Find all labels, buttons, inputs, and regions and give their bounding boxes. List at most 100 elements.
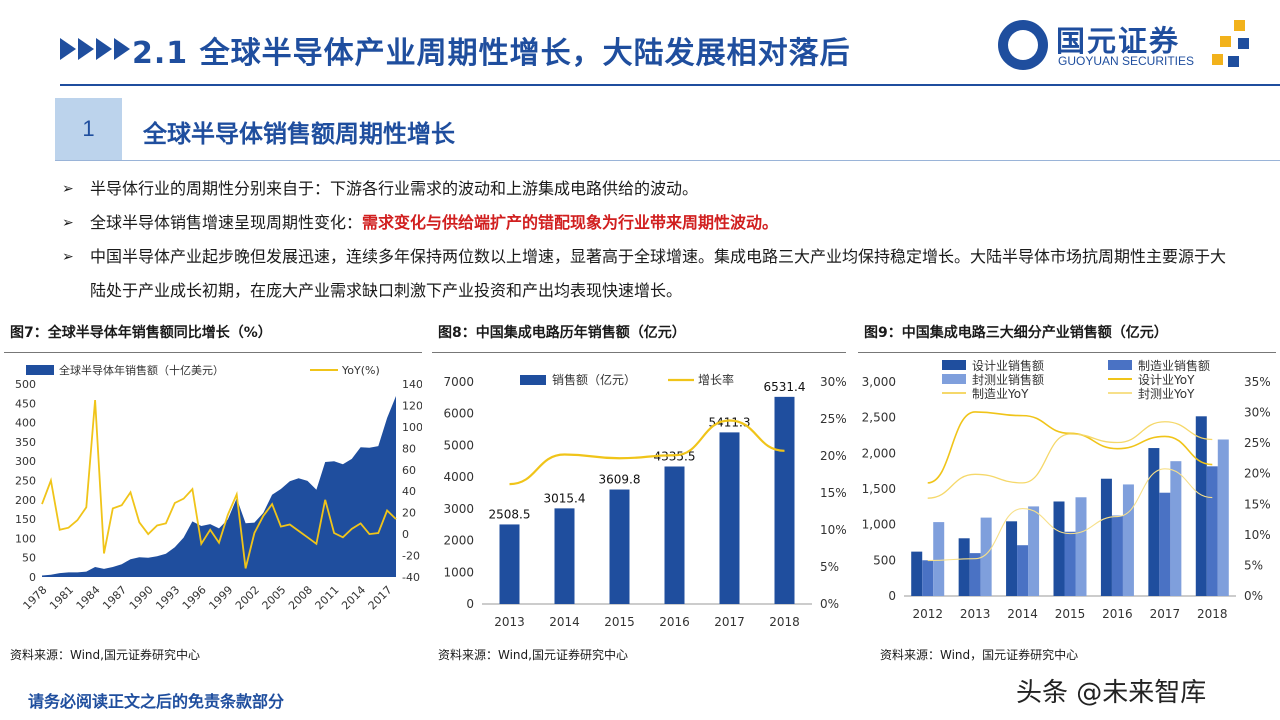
logo-english-name: GUOYUAN SECURITIES xyxy=(1058,54,1195,68)
bar-segment xyxy=(1195,416,1207,596)
legend-label: 制造业YoY xyxy=(972,387,1029,401)
y-tick-label-right: 20% xyxy=(820,449,846,463)
x-tick-label: 2014 xyxy=(1007,607,1038,621)
x-tick-label: 1984 xyxy=(74,583,103,612)
y-tick-label-left: 3000 xyxy=(443,502,474,516)
line-series-yoy xyxy=(927,468,1213,562)
bar-sales xyxy=(609,489,630,604)
y-tick-label-left: 500 xyxy=(15,378,36,391)
bar-segment xyxy=(933,522,945,596)
arrow-bullet-icon: ➢ xyxy=(62,249,74,265)
x-tick-label: 1981 xyxy=(47,583,76,612)
y-tick-label-left: 200 xyxy=(15,494,36,507)
chart-source: 资料来源：Wind,国元证券研究中心 xyxy=(10,648,200,662)
arrow-bullet-icon: ➢ xyxy=(62,215,74,231)
y-tick-label-left: 3,000 xyxy=(862,375,896,389)
y-tick-label-right: 0% xyxy=(820,597,839,611)
x-tick-label: 2015 xyxy=(604,615,635,629)
bar-segment xyxy=(969,553,981,596)
x-tick-label: 1996 xyxy=(180,583,209,612)
bar-sales xyxy=(554,508,575,604)
x-tick-label: 1990 xyxy=(127,583,156,612)
y-tick-label-left: 1,500 xyxy=(862,482,896,496)
y-tick-label-right: 60 xyxy=(402,464,416,477)
data-label: 3609.8 xyxy=(599,473,641,487)
y-tick-label-right: 35% xyxy=(1244,375,1271,389)
y-tick-label-left: 100 xyxy=(15,532,36,545)
line-series-yoy xyxy=(927,411,1213,484)
y-tick-label-right: -40 xyxy=(402,571,420,584)
section-number: 1 xyxy=(55,98,122,160)
arrow-bullet-icon: ➢ xyxy=(62,181,74,197)
x-tick-label: 2016 xyxy=(659,615,690,629)
y-tick-label-right: 30% xyxy=(1244,406,1271,420)
bar-segment xyxy=(1064,531,1076,596)
bar-segment xyxy=(1148,448,1160,596)
y-tick-label-right: 20% xyxy=(1244,467,1271,481)
section-title: 全球半导体销售额周期性增长 xyxy=(143,120,455,148)
legend-swatch xyxy=(942,374,966,384)
y-tick-label-left: 150 xyxy=(15,513,36,526)
bullet-list: ➢ 半导体行业的周期性分别来自于：下游各行业需求的波动和上游集成电路供给的波动。… xyxy=(62,172,1232,308)
y-tick-label-left: 50 xyxy=(22,552,36,565)
x-tick-label: 1999 xyxy=(206,583,235,612)
legend-label: YoY(%) xyxy=(341,364,380,377)
chart-source: 资料来源：Wind，国元证券研究中心 xyxy=(880,648,1079,662)
y-tick-label-left: 0 xyxy=(466,597,474,611)
chart-top-rule xyxy=(432,352,846,353)
bar-segment xyxy=(1075,497,1087,596)
page-title: 2.1 全球半导体产业周期性增长，大陆发展相对落后 xyxy=(132,36,851,71)
y-tick-label-right: 25% xyxy=(820,412,846,426)
chart-title: 图9：中国集成电路三大细分产业销售额（亿元） xyxy=(864,325,1168,341)
title-divider xyxy=(60,84,1280,86)
x-tick-label: 2011 xyxy=(313,583,342,612)
legend-swatch xyxy=(1108,360,1132,370)
y-tick-label-left: 0 xyxy=(29,571,36,584)
legend-label: 全球半导体年销售额（十亿美元） xyxy=(59,363,224,377)
bar-segment xyxy=(1100,478,1112,596)
y-tick-label-left: 400 xyxy=(15,417,36,430)
guoyuan-logo-icon xyxy=(998,20,1048,70)
logo-square xyxy=(1228,56,1239,67)
y-tick-label-right: 15% xyxy=(820,486,846,500)
bar-segment xyxy=(1159,492,1171,596)
logo-square xyxy=(1212,54,1223,65)
logo-square xyxy=(1220,36,1231,47)
x-tick-label: 2015 xyxy=(1055,607,1086,621)
y-tick-label-right: 30% xyxy=(820,375,846,389)
bar-sales xyxy=(499,524,520,604)
x-tick-label: 1978 xyxy=(21,583,50,612)
area-series-sales xyxy=(42,396,396,577)
x-tick-label: 2008 xyxy=(286,583,315,612)
bar-segment xyxy=(1053,501,1065,596)
y-tick-label-right: 15% xyxy=(1244,497,1271,511)
bar-sales xyxy=(719,432,740,604)
legend-label: 封测业销售额 xyxy=(972,372,1044,387)
bar-segment xyxy=(922,560,934,596)
line-series-yoy xyxy=(41,400,397,569)
chevron-right-icon xyxy=(60,38,130,60)
chart-panel-china-ic-sales: 图8：中国集成电路历年销售额（亿元） 2508.5 2013 3015.4 2014 3… xyxy=(432,312,846,642)
chart-title: 图7：全球半导体年销售额同比增长（%） xyxy=(10,325,272,341)
y-tick-label-right: 5% xyxy=(820,560,839,574)
y-tick-label-right: -20 xyxy=(402,550,420,563)
bar-segment xyxy=(1217,439,1229,596)
y-tick-label-left: 5000 xyxy=(443,438,474,452)
bullet-text: 半导体行业的周期性分别来自于：下游各行业需求的波动和上游集成电路供给的波动。 xyxy=(90,179,699,198)
y-tick-label-right: 5% xyxy=(1244,558,1263,572)
data-label: 5411.3 xyxy=(709,415,751,429)
bar-segment xyxy=(1006,521,1018,596)
bar-sales xyxy=(664,466,685,604)
y-tick-label-right: 0% xyxy=(1244,589,1263,603)
y-tick-label-left: 4000 xyxy=(443,470,474,484)
x-tick-label: 1987 xyxy=(100,583,129,612)
bar-segment xyxy=(980,517,992,596)
chart-panel-global-sales: 图7：全球半导体年销售额同比增长（%） 0 50 100 150 200 250 300 35… xyxy=(4,312,422,642)
bar-segment xyxy=(1122,484,1134,596)
chart-source: 资料来源：Wind,国元证券研究中心 xyxy=(438,648,628,662)
chart-china-ic-sales: 2508.520133015.420143609.820154335.52016… xyxy=(443,372,846,629)
y-tick-label-right: 20 xyxy=(402,507,416,520)
section-divider xyxy=(55,160,1280,161)
bar-sales xyxy=(774,396,795,604)
logo-square xyxy=(1234,20,1245,31)
